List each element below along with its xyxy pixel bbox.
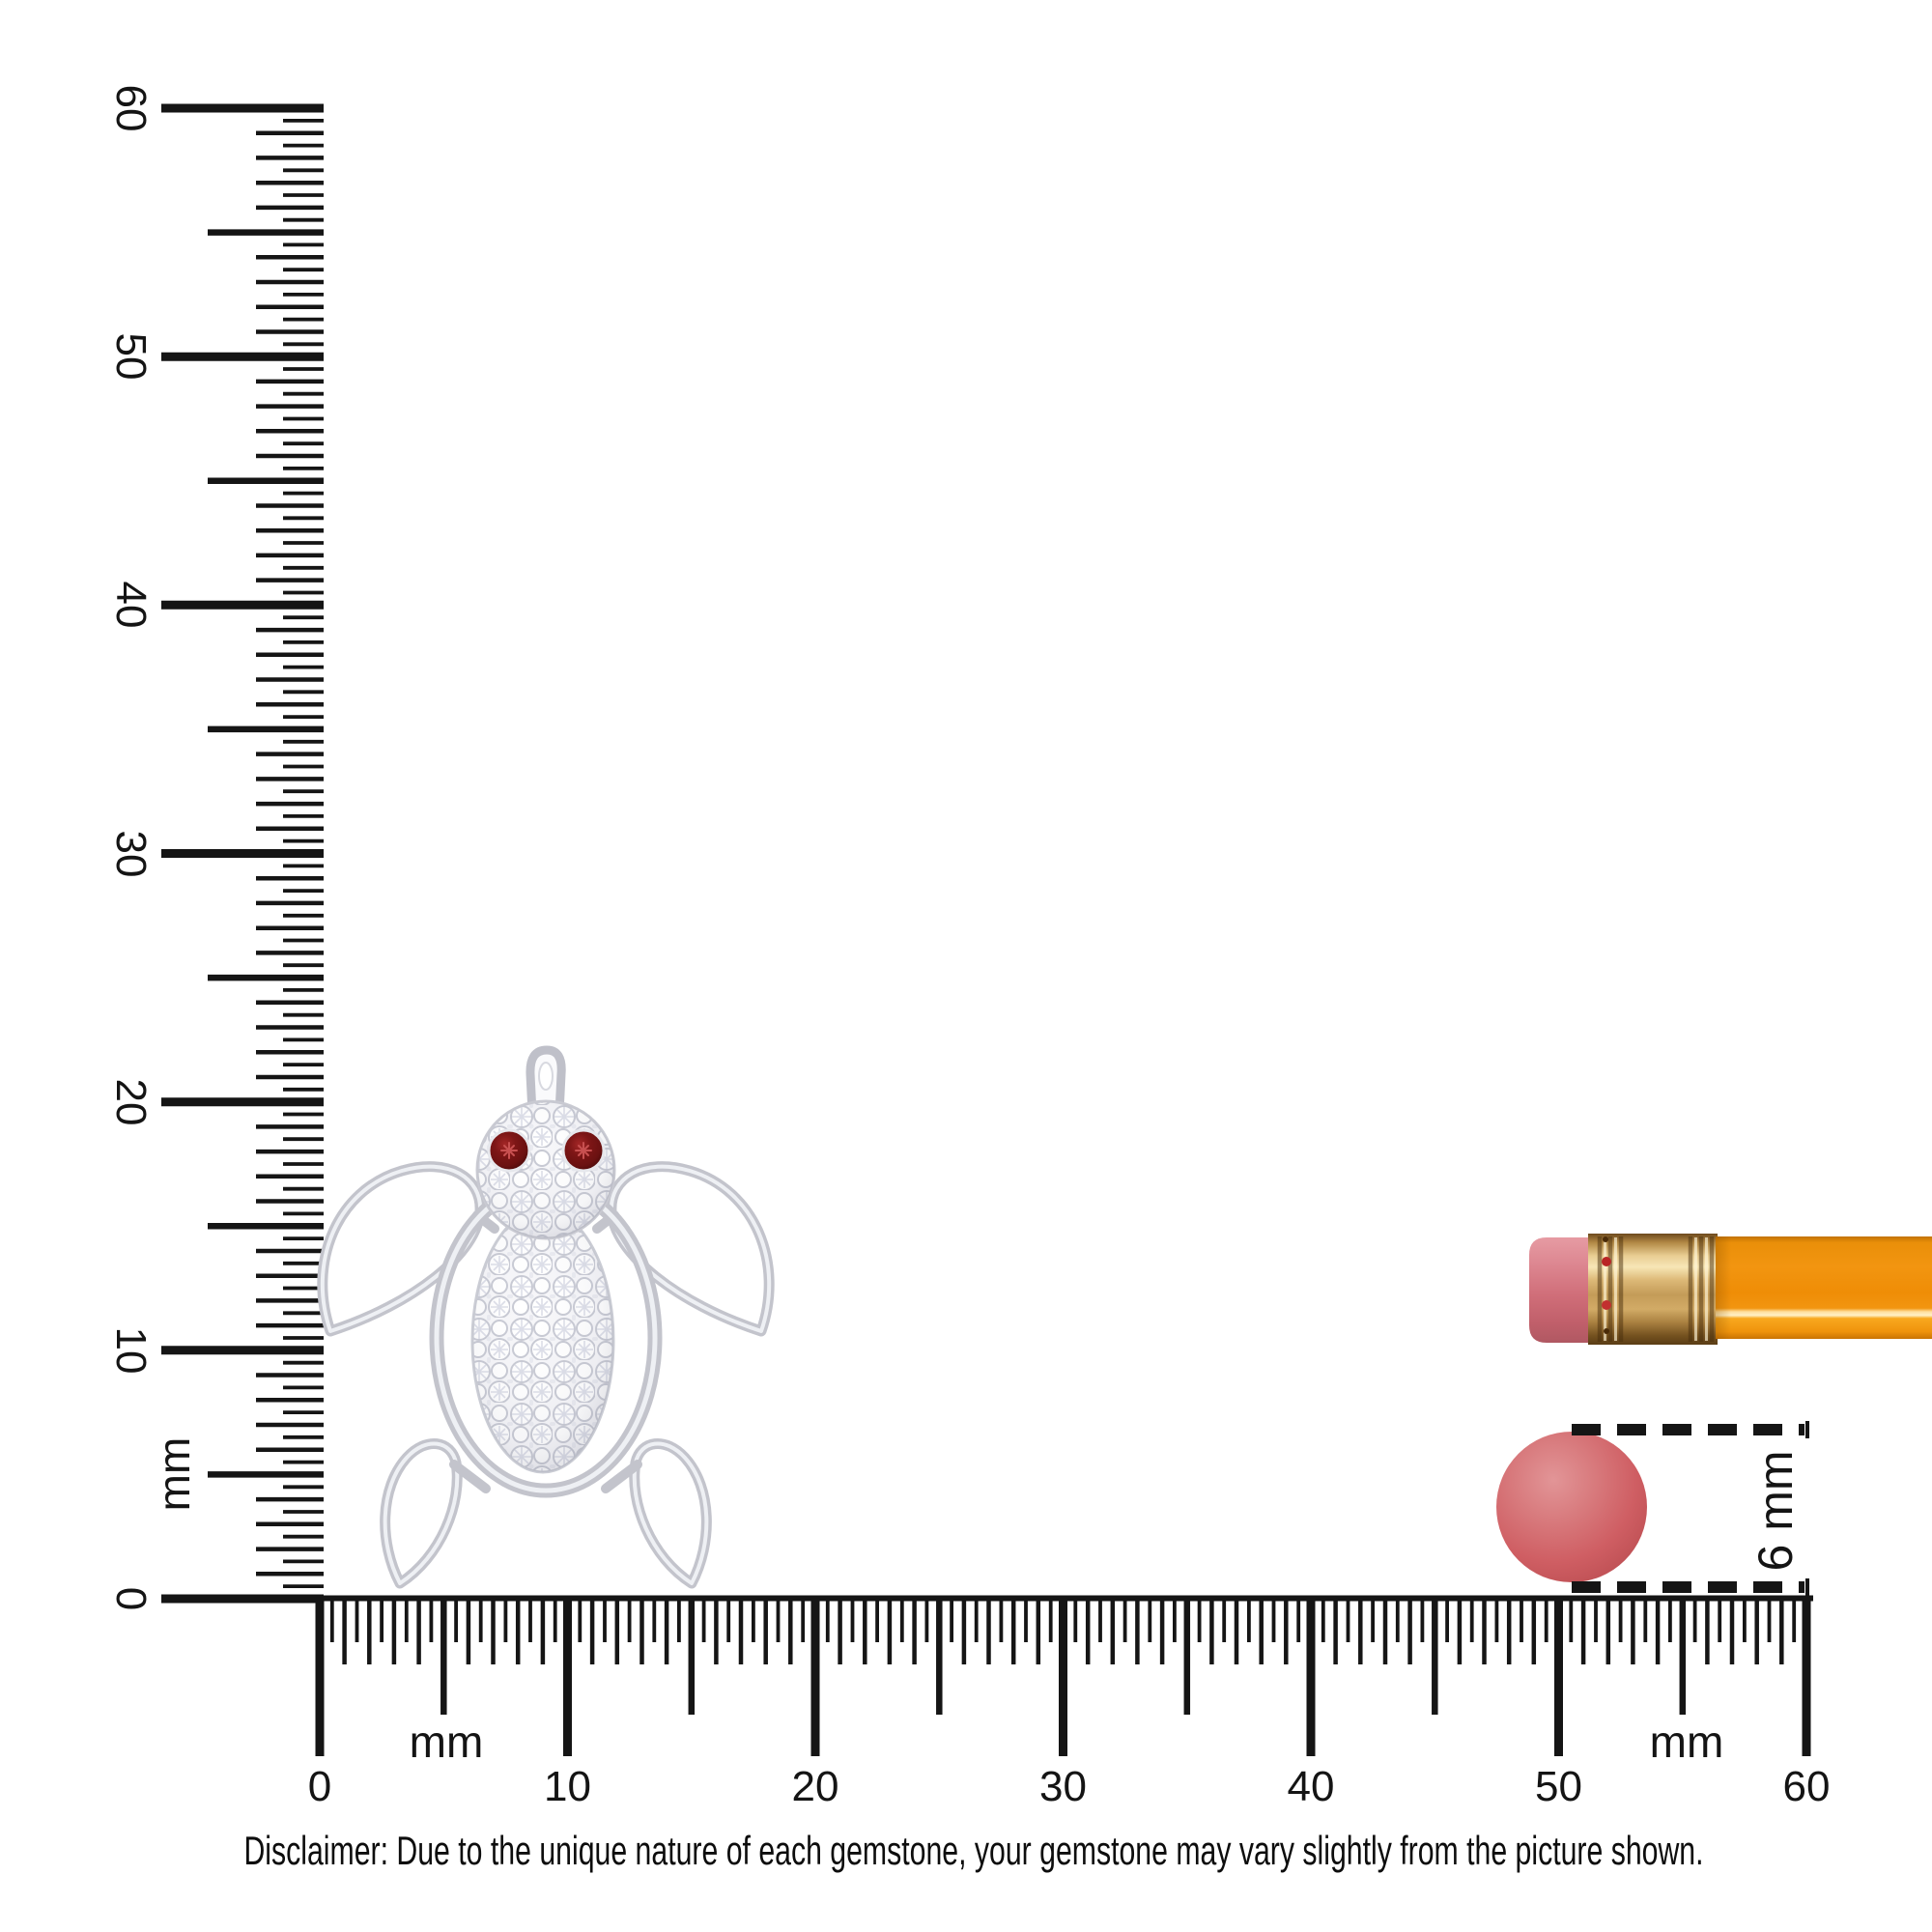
horizontal-ruler-label: 50 <box>1535 1763 1582 1810</box>
horizontal-ruler-ticks-major <box>315 1599 1811 1756</box>
pencil-body <box>1716 1236 1932 1339</box>
horizontal-ruler-label: 40 <box>1287 1763 1335 1810</box>
vertical-ruler-label: 0 <box>107 1586 155 1611</box>
vertical-ruler-ticks-half <box>283 119 324 1588</box>
vertical-ruler-ticks-major <box>161 103 324 1604</box>
horizontal-ruler-label: 0 <box>307 1763 332 1810</box>
disclaimer-text: Disclaimer: Due to the unique nature of … <box>243 1828 1704 1873</box>
pendant-head-shade <box>477 1101 614 1238</box>
pencil-image <box>1529 1234 1932 1345</box>
horizontal-ruler-ticks-one <box>342 1599 1784 1664</box>
vertical-ruler-label: 60 <box>107 84 155 132</box>
ferrule-crimp-highlights <box>1604 1237 1708 1341</box>
vertical-ruler-label: 50 <box>107 332 155 381</box>
horizontal-ruler-label: 10 <box>544 1763 591 1810</box>
horizontal-ruler-unit-right: mm <box>1649 1717 1724 1767</box>
vertical-ruler-label: 20 <box>107 1078 155 1126</box>
horizontal-ruler-label: 20 <box>791 1763 839 1810</box>
ferrule-crimps <box>1597 1236 1715 1342</box>
gemstone-circle <box>1496 1432 1647 1582</box>
vertical-ruler <box>161 103 324 1604</box>
eye-sparkles <box>500 1142 592 1159</box>
horizontal-ruler-label: 60 <box>1782 1763 1831 1810</box>
turtle-pendant <box>317 1045 775 1589</box>
ferrule-dots <box>1602 1236 1611 1334</box>
vertical-ruler-unit: mm <box>149 1436 199 1512</box>
horizontal-ruler-label: 30 <box>1039 1763 1087 1810</box>
pencil-body-join-shadow <box>1716 1236 1731 1339</box>
measurement-dashed-lines <box>1572 1421 1809 1596</box>
horizontal-ruler-unit-left: mm <box>409 1717 484 1767</box>
vertical-ruler-ticks-five <box>208 229 324 1478</box>
vertical-ruler-ticks-one <box>256 130 324 1577</box>
horizontal-ruler-ticks-five <box>440 1599 1687 1715</box>
pencil-eraser <box>1529 1237 1590 1343</box>
horizontal-ruler-ticks-half <box>329 1599 1797 1642</box>
vertical-ruler-label: 10 <box>107 1326 155 1375</box>
vertical-ruler-label: 30 <box>107 830 155 877</box>
horizontal-ruler <box>315 1599 1811 1756</box>
gem-size-label: 6 mm <box>1748 1450 1803 1572</box>
pendant-bail-hole <box>538 1062 554 1091</box>
flipper-lower-left <box>380 1437 463 1589</box>
pendant-body-shade <box>472 1209 613 1472</box>
vertical-ruler-label: 40 <box>107 581 155 629</box>
flipper-lower-right <box>629 1437 712 1589</box>
pencil-ferrule <box>1588 1234 1718 1345</box>
